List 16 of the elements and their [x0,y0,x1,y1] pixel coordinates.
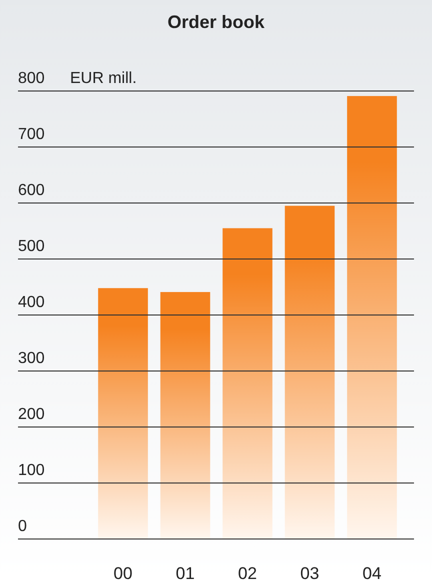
y-tick-label: 500 [18,238,45,255]
x-tick-label: 04 [362,564,382,583]
y-tick-label: 700 [18,126,45,143]
y-tick-label: 100 [18,462,45,479]
y-tick-label: 600 [18,182,45,199]
y-tick-label: 0 [18,518,27,535]
y-tick-label: 300 [18,350,45,367]
y-axis-title: EUR mill. [70,70,137,87]
y-tick-label: 800 [18,70,45,87]
x-tick-label: 03 [300,564,320,583]
chart-title: Order book [167,12,266,32]
y-tick-label: 200 [18,406,45,423]
x-tick-label: 00 [114,564,132,583]
x-tick-label: 02 [238,564,257,583]
y-tick-label: 400 [18,294,45,311]
x-tick-label: 01 [176,564,195,583]
